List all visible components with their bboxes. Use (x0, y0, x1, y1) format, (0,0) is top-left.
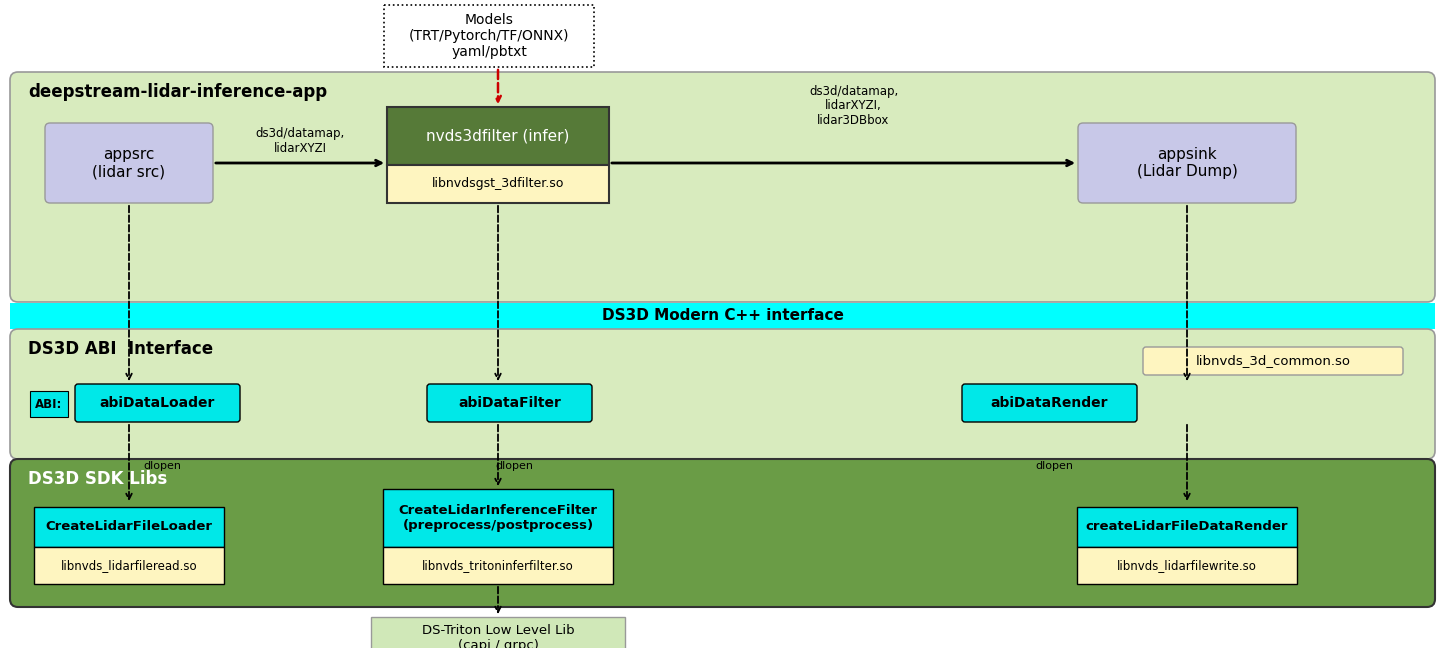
Text: DS3D SDK Libs: DS3D SDK Libs (27, 470, 167, 488)
Text: dlopen: dlopen (496, 461, 533, 471)
Bar (383, 547, 612, 584)
Bar (370, 617, 625, 648)
Text: DS-Triton Low Level Lib
(capi / grpc): DS-Triton Low Level Lib (capi / grpc) (422, 624, 575, 648)
Text: appsrc
(lidar src): appsrc (lidar src) (92, 147, 166, 179)
Bar (1076, 507, 1297, 547)
Text: DS3D ABI  Interface: DS3D ABI Interface (27, 340, 213, 358)
Text: libnvds_tritoninferfilter.so: libnvds_tritoninferfilter.so (422, 559, 574, 572)
Bar (383, 5, 594, 67)
FancyBboxPatch shape (1143, 347, 1404, 375)
FancyBboxPatch shape (1078, 123, 1295, 203)
FancyBboxPatch shape (10, 72, 1435, 302)
Bar (383, 489, 612, 547)
Bar (1076, 547, 1297, 584)
Text: ds3d/datamap,
lidarXYZI,
lidar3DBbox: ds3d/datamap, lidarXYZI, lidar3DBbox (808, 84, 898, 128)
Text: libnvds_lidarfileread.so: libnvds_lidarfileread.so (61, 559, 197, 572)
Text: libnvds_lidarfilewrite.so: libnvds_lidarfilewrite.so (1117, 559, 1257, 572)
Text: DS3D Modern C++ interface: DS3D Modern C++ interface (601, 308, 843, 323)
Text: dlopen: dlopen (1036, 461, 1074, 471)
Bar (388, 107, 610, 165)
Bar (35, 507, 223, 547)
Text: ABI:: ABI: (36, 397, 63, 410)
FancyBboxPatch shape (427, 384, 592, 422)
Text: abiDataLoader: abiDataLoader (99, 396, 215, 410)
Text: abiDataRender: abiDataRender (991, 396, 1108, 410)
FancyBboxPatch shape (10, 459, 1435, 607)
Bar (388, 165, 610, 203)
Text: libnvdsgst_3dfilter.so: libnvdsgst_3dfilter.so (432, 178, 565, 191)
Text: Models
(TRT/Pytorch/TF/ONNX)
yaml/pbtxt: Models (TRT/Pytorch/TF/ONNX) yaml/pbtxt (409, 13, 569, 59)
Text: CreateLidarFileLoader: CreateLidarFileLoader (46, 520, 212, 533)
Text: ds3d/datamap,
lidarXYZI: ds3d/datamap, lidarXYZI (255, 127, 344, 155)
Text: deepstream-lidar-inference-app: deepstream-lidar-inference-app (27, 83, 327, 101)
Text: createLidarFileDataRender: createLidarFileDataRender (1085, 520, 1288, 533)
FancyBboxPatch shape (963, 384, 1137, 422)
FancyBboxPatch shape (45, 123, 213, 203)
FancyBboxPatch shape (10, 329, 1435, 459)
Bar (10, 303, 1435, 329)
Text: abiDataFilter: abiDataFilter (458, 396, 561, 410)
Text: appsink
(Lidar Dump): appsink (Lidar Dump) (1137, 147, 1238, 179)
Text: CreateLidarInferenceFilter
(preprocess/postprocess): CreateLidarInferenceFilter (preprocess/p… (399, 504, 598, 532)
Text: dlopen: dlopen (144, 461, 182, 471)
Text: libnvds_3d_common.so: libnvds_3d_common.so (1196, 354, 1350, 367)
FancyBboxPatch shape (75, 384, 241, 422)
Bar (30, 391, 68, 417)
Bar (35, 547, 223, 584)
Text: nvds3dfilter (infer): nvds3dfilter (infer) (427, 128, 569, 143)
